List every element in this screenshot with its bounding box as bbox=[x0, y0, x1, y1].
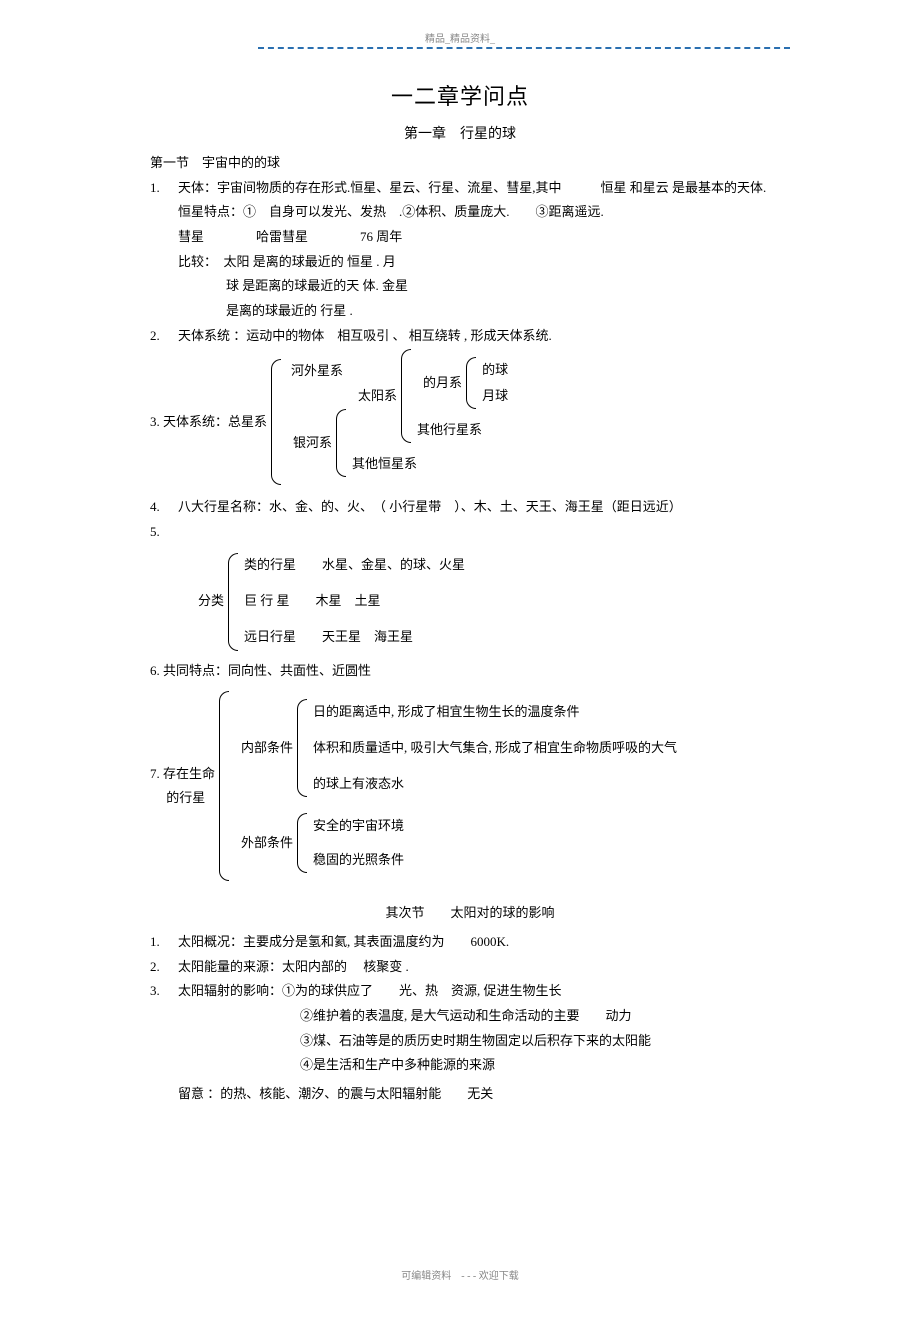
outer-conditions: 安全的宇宙环境 稳固的光照条件 bbox=[313, 813, 404, 873]
classification-items: 类的行星 水星、金星、的球、火星 巨 行 星 木星 土星 远日行星 天王星 海王… bbox=[244, 553, 465, 651]
list-item: 3. 太阳辐射的影响：①为的球供应了 光、热 资源, 促进生物生长 bbox=[150, 979, 790, 1004]
tree-leaf: 日的距离适中, 形成了相宜生物生长的温度条件 bbox=[313, 699, 677, 725]
brace-icon bbox=[297, 813, 307, 873]
tree-leaf: 远日行星 天王星 海王星 bbox=[244, 625, 465, 651]
brace-icon bbox=[297, 699, 307, 797]
tree-leaf: 安全的宇宙环境 bbox=[313, 813, 404, 839]
celestial-system-tree: 3. 天体系统：总星系 河外星系 银河系 太阳系 的月系 bbox=[150, 359, 790, 486]
text-line: ②维护着的表温度, 是大气运动和生命活动的主要 动力 bbox=[300, 1004, 790, 1029]
text-line: 7. 存在生命 bbox=[150, 762, 215, 787]
tree-node: 外部条件 bbox=[241, 813, 297, 873]
tree-leaf: 月球 bbox=[482, 383, 508, 409]
tree-leaf: 体积和质量适中, 吸引大气集合, 形成了相宜生命物质呼吸的大气 bbox=[313, 735, 677, 761]
brace-icon bbox=[466, 357, 476, 409]
item-number: 1. bbox=[150, 176, 178, 324]
item-number: 3. bbox=[150, 979, 178, 1004]
header-dashed-line bbox=[258, 47, 790, 49]
tree-level-4: 的球 月球 bbox=[482, 357, 508, 409]
list-item: 1. 天体：宇宙间物质的存在形式.恒星、星云、行星、流星、彗星,其中 恒星 和星… bbox=[150, 176, 790, 324]
tree-leaf: 巨 行 星 木星 土星 bbox=[244, 589, 465, 615]
item-text: 八大行星名称：水、金、的、火、 （ 小行星带 ）、木、土、天王、海王星（距日远近… bbox=[178, 495, 790, 520]
text-line: 的行星 bbox=[150, 786, 205, 811]
item-number: 1. bbox=[150, 930, 178, 955]
tree-node: 太阳系 bbox=[358, 349, 401, 443]
tree-branch: 内部条件 日的距离适中, 形成了相宜生物生长的温度条件 体积和质量适中, 吸引大… bbox=[241, 699, 677, 797]
text-line: 恒星特点：① 自身可以发光、发热 .②体积、质量庞大. ③距离遥远. bbox=[178, 200, 790, 225]
tree-branch: 的月系 的球 月球 bbox=[423, 357, 508, 409]
list-item: 5. bbox=[150, 520, 790, 545]
text-line: 球 是距离的球最近的天 体. 金星 bbox=[226, 274, 790, 299]
tree-leaf: 的球 bbox=[482, 357, 508, 383]
tree-level-1: 河外星系 银河系 太阳系 的月系 bbox=[287, 359, 508, 486]
tree-level-3: 的月系 的球 月球 其他行星系 bbox=[417, 349, 508, 443]
item-text: 太阳辐射的影响：①为的球供应了 光、热 资源, 促进生物生长 bbox=[178, 979, 790, 1004]
tree-branch: 外部条件 安全的宇宙环境 稳固的光照条件 bbox=[241, 813, 677, 873]
header-small-label: 精品_精品资料_ bbox=[0, 30, 920, 45]
tree-branch: 银河系 太阳系 的月系 的球 bbox=[293, 409, 508, 477]
text-line: 比较： 太阳 是离的球最近的 恒星 . 月 bbox=[178, 250, 790, 275]
list-item: 2. 天体系统 ：运动中的物体 相互吸引 、 相互绕转 , 形成天体系统. bbox=[150, 324, 790, 349]
text-line: 天体：宇宙间物质的存在形式.恒星、星云、行星、流星、彗星,其中 恒星 和星云 是… bbox=[178, 176, 790, 201]
list-item: 6. 共同特点：同向性、共面性、近圆性 bbox=[150, 659, 790, 684]
text-line: 是离的球最近的 行星 . bbox=[226, 299, 790, 324]
text-line: 彗星 哈雷彗星 76 周年 bbox=[178, 225, 790, 250]
brace-icon bbox=[228, 553, 238, 651]
tree-root-label: 7. 存在生命 的行星 bbox=[150, 691, 219, 881]
tree-leaf: 类的行星 水星、金星、的球、火星 bbox=[244, 553, 465, 579]
brace-icon bbox=[219, 691, 229, 881]
footer-label: 可编辑资料 - - - 欢迎下载 bbox=[0, 1267, 920, 1282]
item-number: 4. bbox=[150, 495, 178, 520]
item-number: 2. bbox=[150, 955, 178, 980]
section-2-heading: 其次节 太阳对的球的影响 bbox=[150, 901, 790, 926]
content-body: 第一节 宇宙中的的球 1. 天体：宇宙间物质的存在形式.恒星、星云、行星、流星、… bbox=[150, 151, 790, 1107]
item-number: 5. bbox=[150, 520, 178, 545]
list-item: 4. 八大行星名称：水、金、的、火、 （ 小行星带 ）、木、土、天王、海王星（距… bbox=[150, 495, 790, 520]
tree-node: 的月系 bbox=[423, 357, 466, 409]
tree-node: 内部条件 bbox=[241, 699, 297, 797]
brace-icon bbox=[336, 409, 346, 477]
brace-icon bbox=[401, 349, 411, 443]
tree-leaf: 其他恒星系 bbox=[352, 451, 508, 477]
chapter-title: 第一章 行星的球 bbox=[0, 123, 920, 143]
item-text: 太阳概况：主要成分是氢和氦, 其表面温度约为 6000K. bbox=[178, 930, 790, 955]
item-number: 2. bbox=[150, 324, 178, 349]
life-conditions-tree: 7. 存在生命 的行星 内部条件 日的距离适中, 形成了相宜生物生长的温度条件 … bbox=[150, 691, 790, 881]
life-level-1: 内部条件 日的距离适中, 形成了相宜生物生长的温度条件 体积和质量适中, 吸引大… bbox=[235, 691, 677, 881]
brace-icon bbox=[271, 359, 281, 486]
tree-branch: 太阳系 的月系 的球 月球 bbox=[358, 349, 508, 443]
main-title: 一二章学问点 bbox=[0, 79, 920, 111]
tree-root-label: 分类 bbox=[198, 553, 228, 651]
tree-leaf: 稳固的光照条件 bbox=[313, 847, 404, 873]
tree-level-2: 太阳系 的月系 的球 月球 bbox=[352, 409, 508, 477]
inner-conditions: 日的距离适中, 形成了相宜生物生长的温度条件 体积和质量适中, 吸引大气集合, … bbox=[313, 699, 677, 797]
tree-node: 银河系 bbox=[293, 409, 336, 477]
item-text: 天体系统 ：运动中的物体 相互吸引 、 相互绕转 , 形成天体系统. bbox=[178, 324, 790, 349]
section-1-heading: 第一节 宇宙中的的球 bbox=[150, 151, 790, 176]
item-text: 天体：宇宙间物质的存在形式.恒星、星云、行星、流星、彗星,其中 恒星 和星云 是… bbox=[178, 176, 790, 324]
item-text: 太阳能量的来源：太阳内部的 核聚变 . bbox=[178, 955, 790, 980]
list-item: 1. 太阳概况：主要成分是氢和氦, 其表面温度约为 6000K. bbox=[150, 930, 790, 955]
text-line: ③煤、石油等是的质历史时期生物固定以后积存下来的太阳能 bbox=[300, 1029, 790, 1054]
tree-leaf: 的球上有液态水 bbox=[313, 771, 677, 797]
note-line: 留意 ：的热、核能、潮汐、的震与太阳辐射能 无关 bbox=[178, 1082, 790, 1107]
page: 精品_精品资料_ 一二章学问点 第一章 行星的球 第一节 宇宙中的的球 1. 天… bbox=[0, 0, 920, 1322]
tree-leaf: 其他行星系 bbox=[417, 417, 508, 443]
tree-root-label: 3. 天体系统：总星系 bbox=[150, 359, 271, 486]
classification-tree: 分类 类的行星 水星、金星、的球、火星 巨 行 星 木星 土星 远日行星 天王星… bbox=[198, 553, 790, 651]
list-item: 2. 太阳能量的来源：太阳内部的 核聚变 . bbox=[150, 955, 790, 980]
text-line: ④是生活和生产中多种能源的来源 bbox=[300, 1053, 790, 1078]
item-text bbox=[178, 520, 790, 545]
